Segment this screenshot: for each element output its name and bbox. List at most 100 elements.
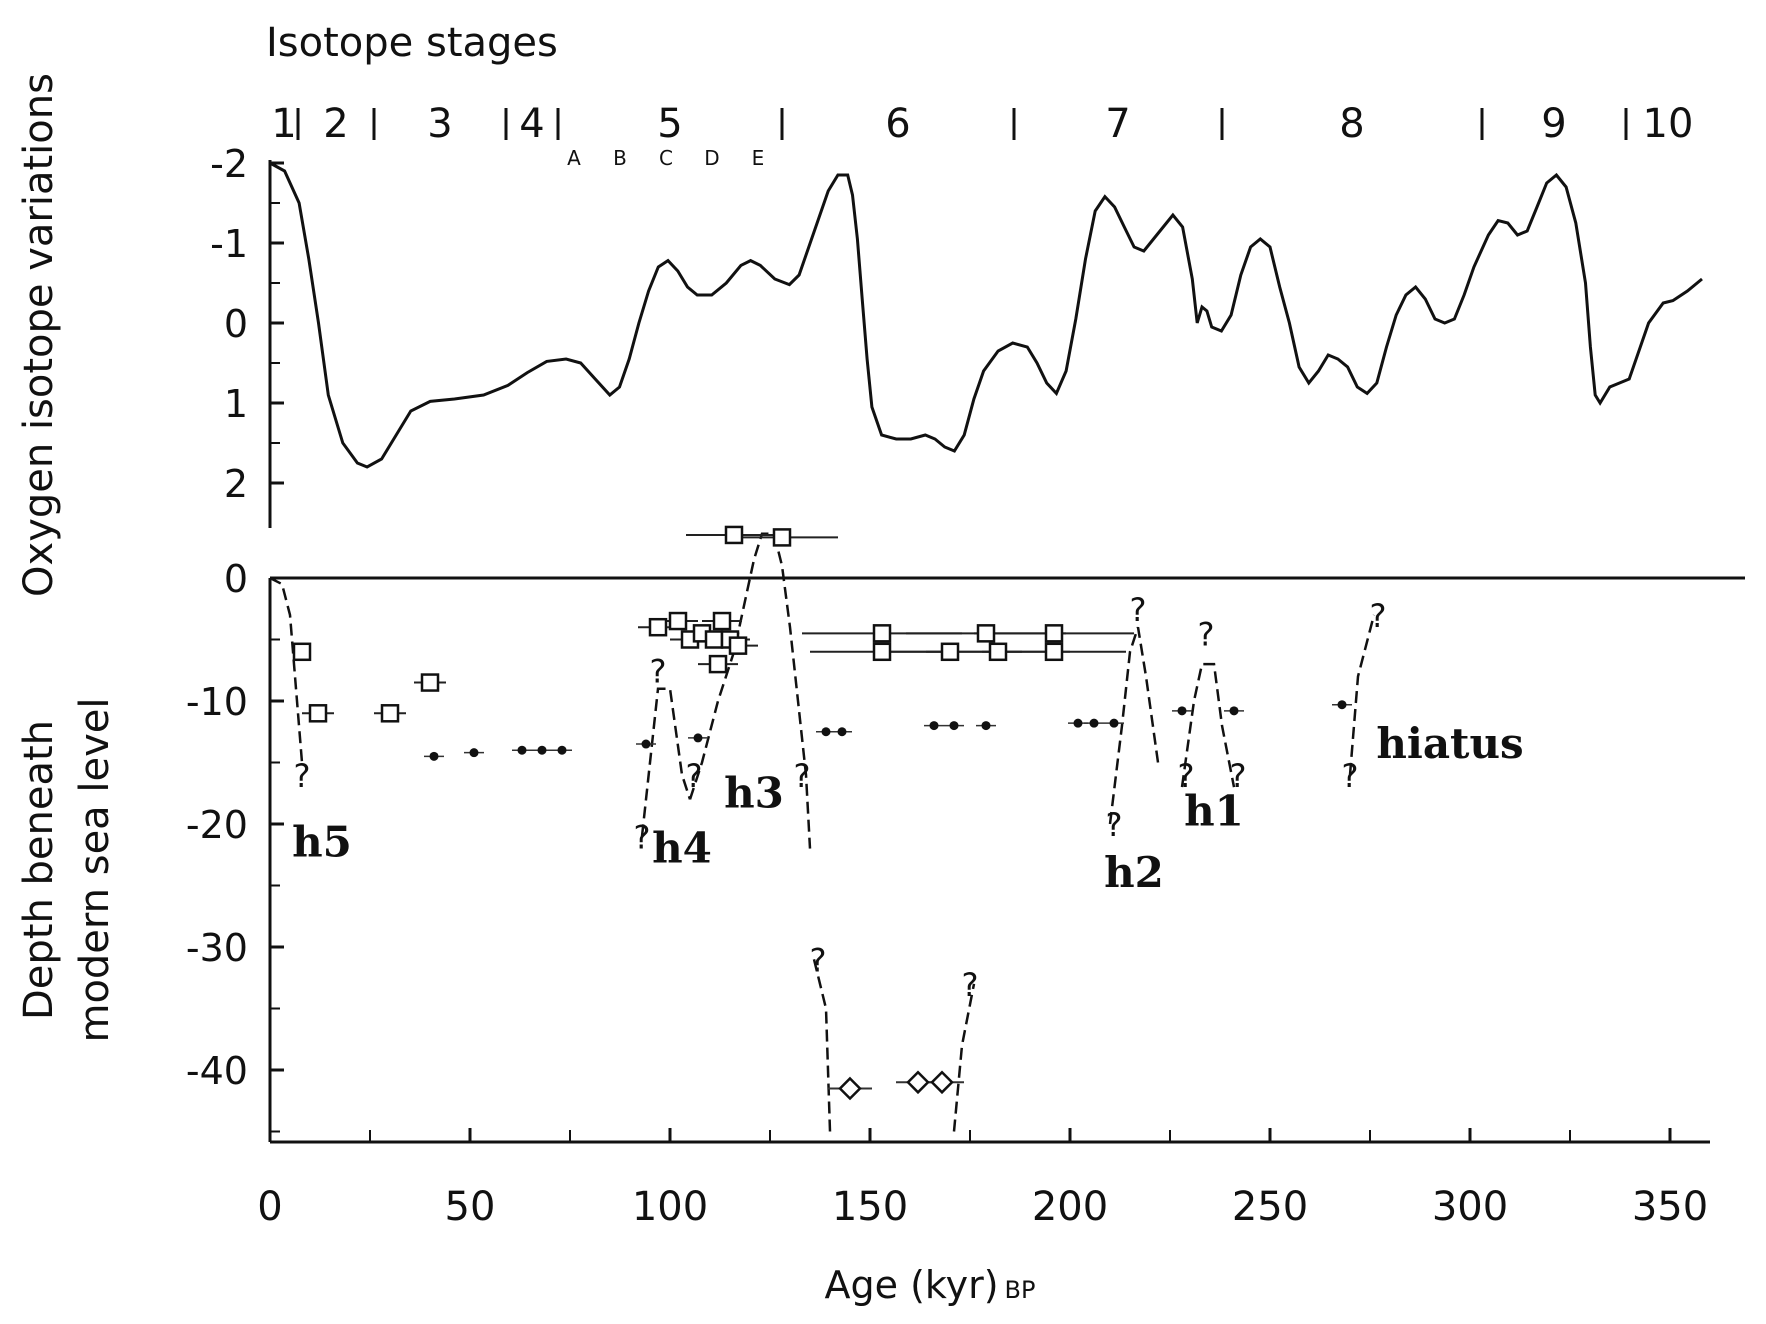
hiatus-label-h1: h1 (1184, 787, 1244, 836)
dot-marker (929, 721, 939, 731)
square-marker (1044, 624, 1064, 643)
hiatus-label-h2: h2 (1104, 848, 1164, 897)
stage-label-10: 10 (1643, 101, 1694, 147)
square-marker (648, 617, 668, 637)
hiatus-label-hiatus: hiatus (1376, 719, 1523, 768)
square-marker (872, 642, 892, 662)
dot-marker (1177, 706, 1187, 716)
substage-label-E: E (752, 146, 765, 170)
xtick-label-150: 150 (832, 1184, 908, 1230)
xtick-label-50: 50 (445, 1184, 496, 1230)
substage-label-D: D (704, 146, 719, 170)
square-marker (772, 528, 792, 547)
top-ytick-label-2: 2 (224, 462, 248, 506)
x-axis-label-suffix: BP (1005, 1276, 1036, 1304)
xtick-label-100: 100 (632, 1184, 708, 1230)
stage-label-3: 3 (427, 101, 452, 147)
bottom-ytick-label--40: -40 (186, 1049, 248, 1093)
hiatus-label-h5: h5 (292, 817, 352, 866)
uncertainty-question-mark: ? (650, 652, 667, 690)
dot-marker (693, 733, 703, 743)
sea-level-dashed-path-5 (952, 983, 976, 1132)
dot-marker (1089, 718, 1099, 728)
bottom-ytick-label--20: -20 (186, 803, 248, 847)
xtick-label-300: 300 (1432, 1184, 1508, 1230)
square-marker (724, 525, 744, 545)
x-axis-label: Age (kyr) BP (825, 1263, 1036, 1307)
square-marker (704, 630, 724, 649)
sea-level-dashed-path-3 (688, 532, 812, 849)
dot-marker (517, 745, 527, 755)
xtick-label-200: 200 (1032, 1184, 1108, 1230)
oxygen-isotope-panel: -2 -1 0 1 2 Oxygen isotope variations (16, 73, 1703, 597)
y-axis-label-line2: modern sea level (72, 697, 118, 1042)
sea-level-dashed-path-6 (1108, 626, 1160, 825)
top-y-axis-label: Oxygen isotope variations (16, 73, 62, 597)
uncertainty-question-mark: ? (1370, 597, 1387, 635)
sea-level-panel: 0 -10 -20 -30 -40 0 50 100 150 200 250 300 350 ????… (16, 525, 1745, 1307)
dot-marker (469, 748, 479, 758)
dot-marker (429, 751, 439, 761)
dot-marker (537, 745, 547, 755)
sea-level-dashed-path-4 (812, 959, 832, 1132)
square-marker (872, 624, 892, 643)
square-marker (976, 624, 996, 643)
dot-marker (1229, 706, 1239, 716)
dot-marker (981, 721, 991, 731)
square-marker (292, 642, 312, 662)
uncertainty-question-mark: ? (1342, 757, 1359, 795)
y-axis-label-line1: Depth beneath (16, 720, 62, 1020)
square-marker (308, 704, 328, 723)
dot-marker (641, 739, 651, 749)
substage-label-A: A (567, 146, 581, 170)
dot-marker (949, 721, 959, 731)
oxygen-isotope-curve (269, 161, 1703, 469)
uncertainty-question-mark: ? (1230, 757, 1247, 795)
uncertainty-question-mark: ? (686, 757, 703, 795)
bottom-ytick-label--30: -30 (186, 926, 248, 970)
square-marker (708, 654, 728, 674)
square-marker (988, 642, 1008, 662)
diamond-marker (906, 1070, 930, 1095)
hiatus-label-h4: h4 (652, 824, 712, 873)
stage-label-5: 5 (657, 101, 682, 147)
xtick-label-250: 250 (1232, 1184, 1308, 1230)
stage-label-8: 8 (1339, 101, 1364, 147)
bottom-ytick-label-0: 0 (224, 557, 248, 601)
uncertainty-question-mark: ? (810, 941, 827, 979)
uncertainty-question-mark: ? (634, 818, 651, 856)
diamond-marker (930, 1070, 954, 1095)
top-ytick-label--1: -1 (210, 222, 248, 266)
uncertainty-question-mark: ? (1130, 591, 1147, 629)
top-ytick-label--2: -2 (210, 142, 248, 186)
stage-label-2: 2 (323, 101, 348, 147)
top-ytick-label-0: 0 (224, 302, 248, 346)
uncertainty-question-mark: ? (1198, 615, 1215, 653)
substage-label-B: B (613, 146, 627, 170)
dot-marker (1109, 718, 1119, 728)
x-axis-label-main: Age (kyr) (825, 1263, 999, 1307)
uncertainty-question-mark: ? (962, 966, 979, 1004)
sea-level-dashed-path-2 (640, 687, 692, 837)
uncertainty-question-mark: ? (1178, 757, 1195, 795)
square-marker (380, 704, 400, 723)
square-marker (668, 611, 688, 631)
uncertainty-question-mark: ? (794, 757, 811, 795)
isotope-stage-bar: Isotope stages 1 2 3 4 5 6 7 8 9 10 A B C D E (266, 20, 1693, 170)
substage-label-C: C (659, 146, 673, 170)
hiatus-label-h3: h3 (724, 768, 784, 817)
top-ytick-label-1: 1 (224, 382, 248, 426)
stage-label-7: 7 (1105, 101, 1130, 147)
dot-marker (837, 727, 847, 737)
dot-marker (1337, 700, 1347, 710)
uncertainty-question-mark: ? (294, 757, 311, 795)
square-marker (728, 636, 748, 655)
dot-marker (557, 745, 567, 755)
dot-marker (821, 727, 831, 737)
square-marker (420, 673, 440, 692)
uncertainty-question-mark: ? (1106, 806, 1123, 844)
square-marker (1044, 642, 1064, 662)
sea-level-dashed-path-8 (1348, 614, 1376, 775)
dot-marker (1073, 718, 1083, 728)
